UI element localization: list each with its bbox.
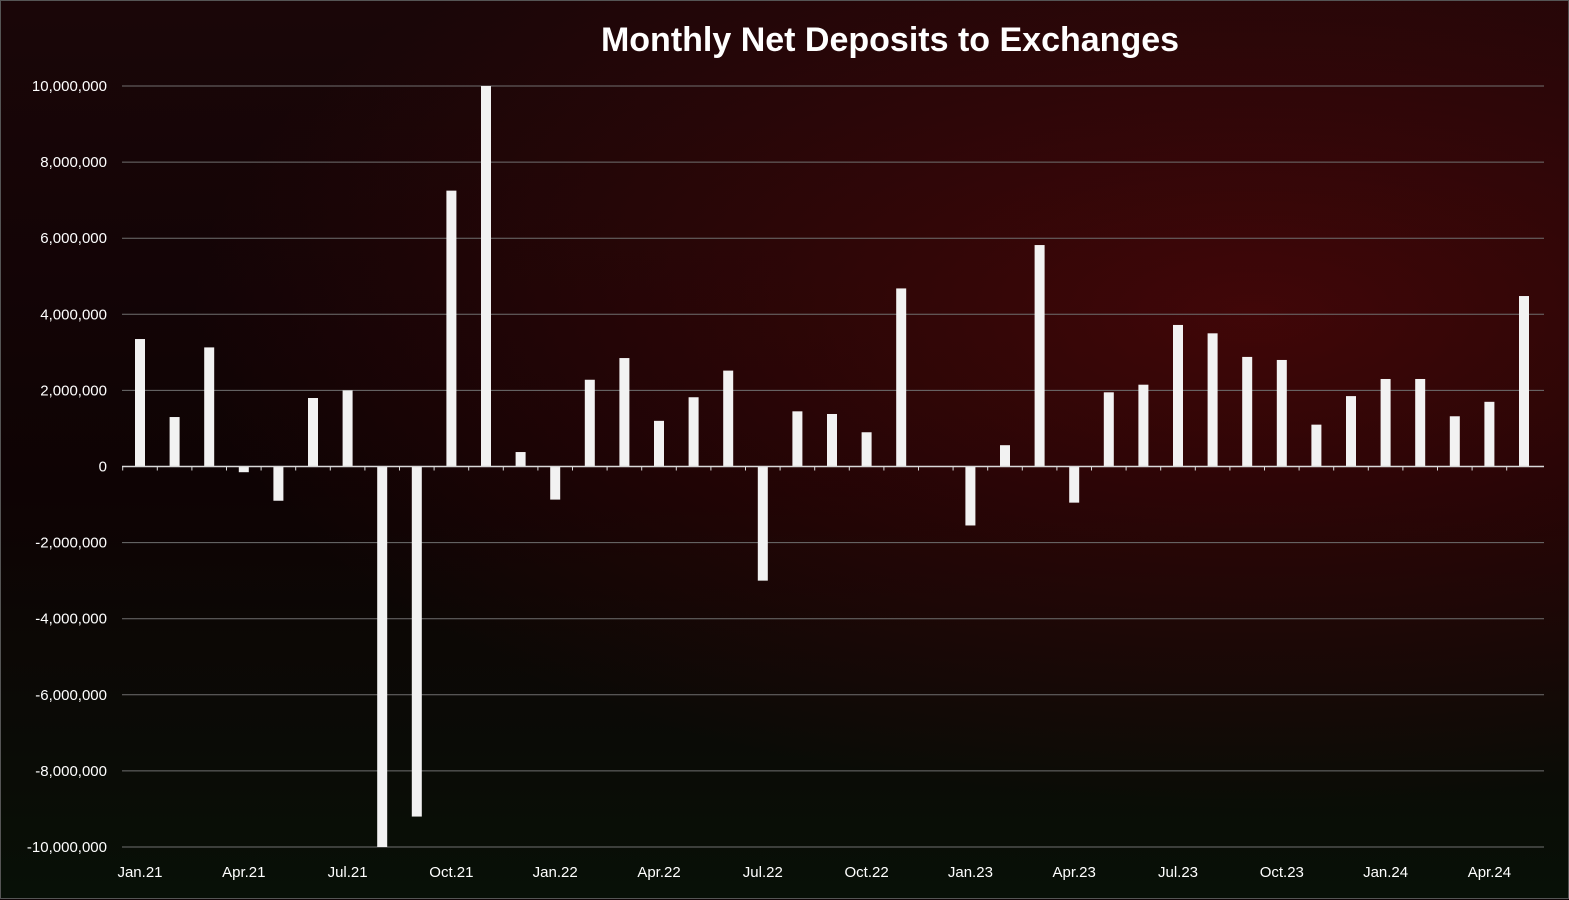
- zero-axis: [122, 465, 1544, 471]
- x-axis-ticks: Jan.21 Apr.21 Jul.21 Oct.21 Jan.22 Apr.22 Jul.…: [117, 864, 1511, 881]
- bar-jan-22: [550, 466, 561, 500]
- x-tick-label: Jan.22: [533, 864, 578, 881]
- bar-mar-24: [1449, 416, 1460, 467]
- bar-jun-23: [1138, 384, 1149, 467]
- x-tick-label: Apr.23: [1053, 864, 1096, 881]
- x-tick-label: Jul.21: [328, 864, 368, 881]
- bar-jan-21: [135, 339, 145, 467]
- y-tick-label: -6,000,000: [35, 687, 107, 704]
- y-tick-label: -2,000,000: [35, 535, 107, 552]
- bar-sep-21: [411, 466, 422, 817]
- y-tick-label: 0: [99, 459, 107, 476]
- x-tick-label: Jul.22: [743, 864, 783, 881]
- bar-oct-23: [1276, 359, 1287, 467]
- bar-jul-21: [342, 390, 353, 467]
- bar-sep-23: [1242, 356, 1253, 467]
- x-tick-label: Oct.22: [845, 864, 889, 881]
- x-tick-label: Jan.24: [1363, 864, 1408, 881]
- y-tick-label: 8,000,000: [40, 154, 107, 171]
- bar-feb-24: [1415, 378, 1426, 467]
- bar-mar-22: [619, 358, 630, 467]
- bar-nov-21: [481, 86, 491, 467]
- x-tick-label: Jul.23: [1158, 864, 1198, 881]
- y-tick-label: 2,000,000: [40, 382, 107, 399]
- bar-mar-23: [1034, 245, 1045, 467]
- bar-dec-23: [1346, 396, 1356, 467]
- bar-jul-22: [757, 466, 768, 581]
- x-tick-label: Jan.21: [117, 864, 162, 881]
- y-tick-label: 6,000,000: [40, 230, 107, 247]
- bar-aug-23: [1207, 333, 1218, 467]
- bar-aug-21: [377, 466, 388, 847]
- bar-apr-21: [238, 466, 249, 473]
- bar-mar-21: [204, 347, 215, 467]
- x-tick-label: Apr.22: [637, 864, 680, 881]
- y-axis-ticks: 10,000,000 8,000,000 6,000,000 4,000,000 2,0…: [27, 78, 107, 856]
- bar-may-21: [273, 466, 284, 501]
- bar-apr-22: [654, 420, 664, 467]
- y-tick-label: -4,000,000: [35, 611, 107, 628]
- chart-title: Monthly Net Deposits to Exchanges: [601, 21, 1179, 59]
- bar-dec-21: [515, 452, 526, 467]
- bar-apr-24: [1484, 401, 1495, 467]
- y-tick-label: 10,000,000: [32, 78, 107, 95]
- y-tick-label: 4,000,000: [40, 306, 107, 323]
- bar-feb-23: [1000, 445, 1010, 467]
- bar-sep-22: [827, 413, 837, 467]
- bar-may-23: [1103, 392, 1114, 467]
- bar-jun-21: [308, 398, 318, 467]
- bar-jan-23: [965, 466, 976, 526]
- x-tick-label: Apr.24: [1468, 864, 1511, 881]
- bar-feb-21: [169, 417, 180, 467]
- bars: [135, 86, 1529, 847]
- bar-aug-22: [792, 411, 803, 467]
- x-tick-label: Apr.21: [222, 864, 265, 881]
- bar-jul-23: [1173, 324, 1183, 467]
- bar-may-22: [688, 397, 699, 467]
- bar-apr-23: [1069, 466, 1080, 503]
- bar-nov-22: [896, 288, 907, 467]
- bar-feb-22: [584, 379, 595, 467]
- bar-oct-22: [861, 432, 872, 467]
- x-tick-label: Jan.23: [948, 864, 993, 881]
- x-tick-label: Oct.23: [1260, 864, 1304, 881]
- y-tick-label: -10,000,000: [27, 839, 107, 856]
- y-tick-label: -8,000,000: [35, 763, 107, 780]
- bar-jan-24: [1380, 378, 1391, 467]
- bar-jun-22: [723, 370, 734, 467]
- bar-may-24: [1519, 296, 1529, 467]
- bar-nov-23: [1311, 424, 1322, 467]
- x-tick-label: Oct.21: [429, 864, 473, 881]
- gridlines: [122, 85, 1544, 848]
- bar-oct-21: [446, 190, 457, 467]
